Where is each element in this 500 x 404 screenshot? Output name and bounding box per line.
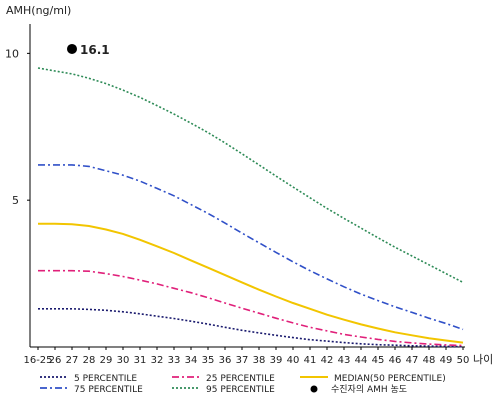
x-tick-label: 41 bbox=[304, 355, 317, 366]
x-axis-label: 나이 bbox=[473, 353, 493, 366]
series-line-95-percentile bbox=[37, 67, 464, 284]
series-line-5-percentile bbox=[38, 307, 464, 348]
series-line-75-percentile bbox=[38, 164, 464, 331]
y-axis-label: AMH(ng/ml) bbox=[6, 4, 71, 17]
series-line-25-percentile bbox=[38, 269, 464, 347]
x-tick-label: 45 bbox=[372, 355, 385, 366]
legend-label: MEDIAN(50 PERCENTILE) bbox=[334, 374, 446, 384]
x-tick-label: 42 bbox=[321, 355, 334, 366]
x-tick-label: 29 bbox=[100, 355, 113, 366]
legend-label: 수진자의 AMH 농도 bbox=[331, 384, 407, 395]
x-tick-label: 39 bbox=[270, 355, 283, 366]
x-tick-label: 38 bbox=[253, 355, 266, 366]
legend-label: 75 PERCENTILE bbox=[74, 385, 143, 395]
legend-label: 95 PERCENTILE bbox=[206, 385, 275, 395]
x-tick-label: 28 bbox=[83, 355, 96, 366]
x-tick-label: 43 bbox=[338, 355, 351, 366]
patient-amh-point bbox=[67, 43, 77, 54]
x-tick-label: 30 bbox=[117, 355, 130, 366]
x-tick-label: 37 bbox=[236, 355, 249, 366]
x-tick-label: 49 bbox=[440, 355, 453, 366]
x-tick-label: 32 bbox=[151, 355, 164, 366]
x-tick-label: 35 bbox=[202, 355, 215, 366]
x-tick-label: 48 bbox=[423, 355, 436, 366]
legend-marker-dot bbox=[310, 385, 318, 393]
x-tick-label: 36 bbox=[219, 355, 232, 366]
x-tick-label: 50 bbox=[457, 355, 470, 366]
legend-label: 5 PERCENTILE bbox=[74, 374, 137, 384]
series-line-median-50-percentile- bbox=[38, 222, 464, 344]
x-tick-label: 46 bbox=[389, 355, 402, 366]
legend-label: 25 PERCENTILE bbox=[206, 374, 275, 384]
x-tick-label: 33 bbox=[168, 355, 181, 366]
x-tick-label: 16-25 bbox=[23, 355, 52, 366]
x-tick-label: 26 bbox=[49, 355, 62, 366]
x-tick-label: 31 bbox=[134, 355, 147, 366]
x-tick-label: 40 bbox=[287, 355, 300, 366]
y-tick-label: 5 bbox=[12, 194, 19, 207]
patient-amh-value: 16.1 bbox=[80, 43, 110, 57]
x-tick-label: 34 bbox=[185, 355, 198, 366]
x-tick-label: 44 bbox=[355, 355, 368, 366]
y-tick-label: 10 bbox=[5, 47, 19, 60]
x-tick-label: 27 bbox=[66, 355, 79, 366]
x-tick-label: 47 bbox=[406, 355, 419, 366]
